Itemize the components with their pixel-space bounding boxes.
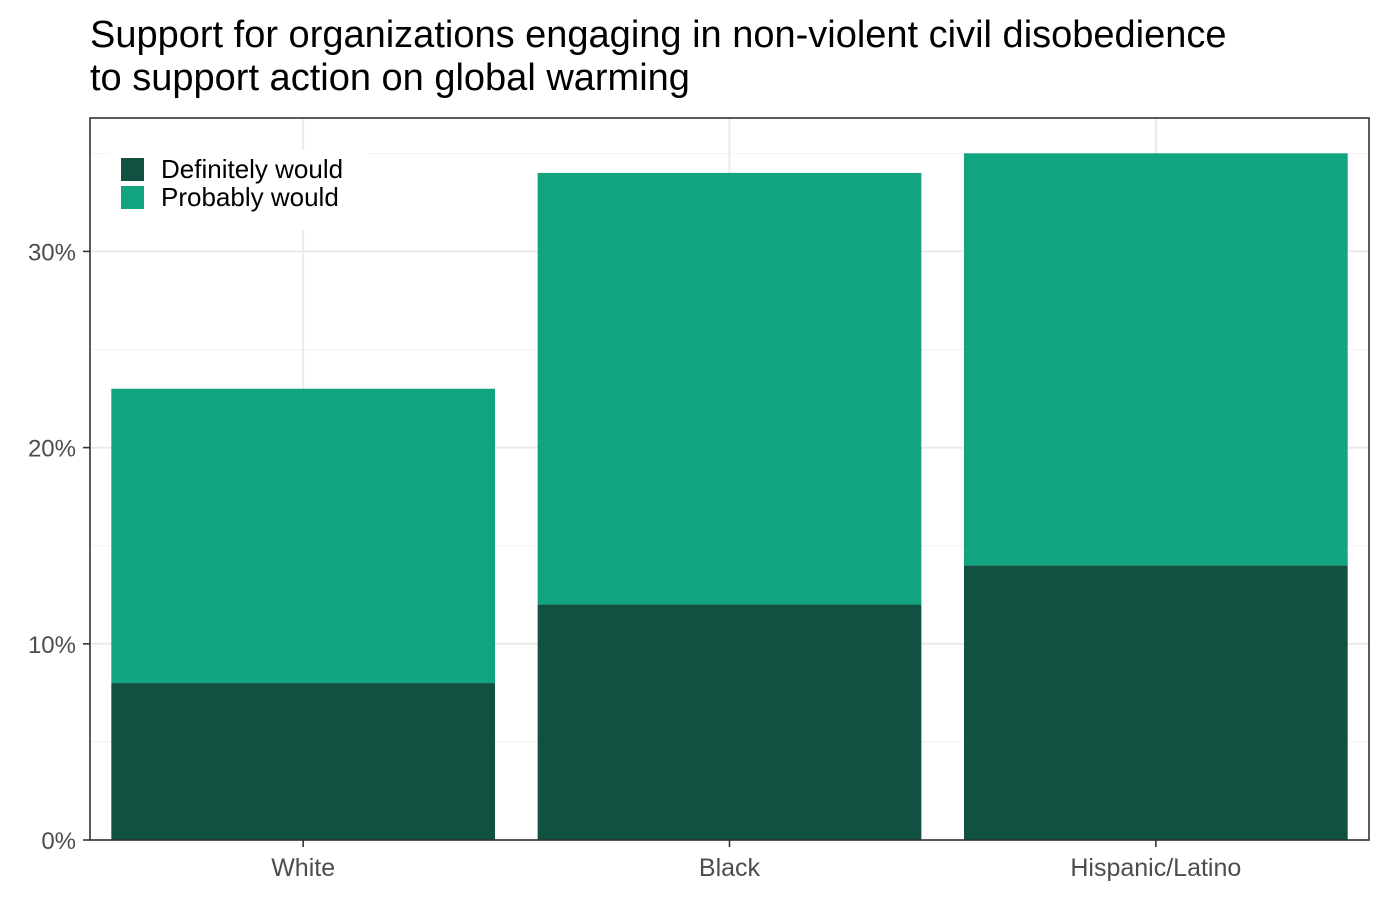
bar-white-probably-would [111, 388, 496, 684]
bar-white-definitely-would [111, 683, 496, 840]
x-tick-label: White [271, 854, 335, 882]
x-tick-label: Hispanic/Latino [1070, 854, 1241, 882]
y-tick-label: 30% [28, 239, 76, 266]
chart-title: Support for organizations engaging in no… [90, 14, 1380, 100]
bar-black-definitely-would [537, 604, 922, 840]
bar-black-probably-would [537, 172, 922, 605]
x-tick-label: Black [699, 854, 761, 882]
chart-title-line-1: Support for organizations engaging in no… [90, 14, 1227, 56]
axes: 0% 10% 20% 30% White Black Hispanic/Latino [28, 239, 1241, 882]
y-tick-label: 0% [41, 828, 76, 855]
y-tick-label: 20% [28, 436, 76, 463]
legend-key-definitely-would [121, 158, 144, 181]
y-tick-label: 10% [28, 632, 76, 659]
legend-key-probably-would [121, 186, 144, 209]
legend-label: Probably would [161, 182, 339, 212]
legend-label: Definitely would [161, 154, 343, 184]
chart-title-line-2: to support action on global warming [90, 57, 690, 99]
legend-background [108, 150, 368, 230]
bar-hispanic-latino-probably-would [963, 153, 1348, 566]
bars [111, 153, 1348, 840]
bar-hispanic-latino-definitely-would [963, 565, 1348, 840]
